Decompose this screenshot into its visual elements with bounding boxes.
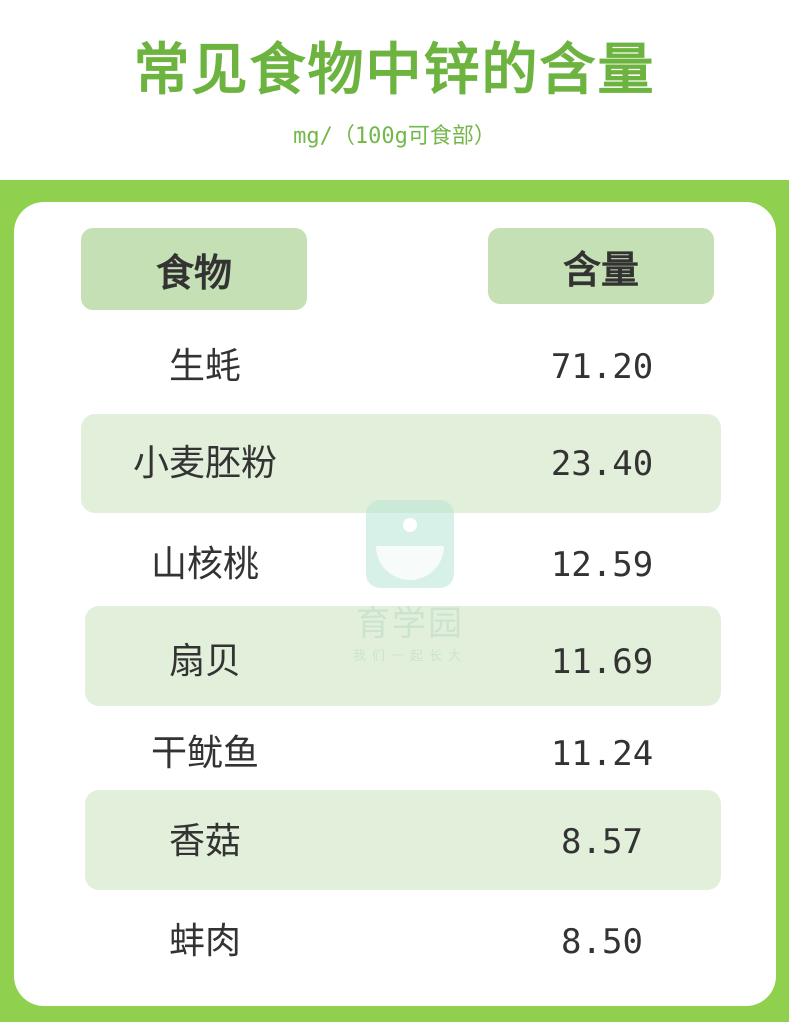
- table-row-food: 扇贝: [168, 641, 241, 682]
- logo-icon: [366, 500, 454, 588]
- row-stripe: [85, 606, 721, 706]
- table-row-food: 香菇: [168, 821, 241, 862]
- table-row-value: 23.40: [550, 444, 654, 484]
- page-title: 常见食物中锌的含量: [133, 38, 656, 103]
- row-stripe: [81, 414, 721, 513]
- table-row-food: 干鱿鱼: [150, 733, 259, 774]
- table-row-food: 小麦胚粉: [132, 443, 277, 484]
- row-stripe: [85, 790, 721, 890]
- table-row-food: 蚌肉: [168, 921, 241, 962]
- table-row-value: 11.69: [550, 642, 654, 682]
- table-row-value: 11.24: [550, 734, 654, 774]
- header-food: 食物: [81, 228, 307, 310]
- header-content: 含量: [488, 228, 714, 304]
- table-row-value: 71.20: [550, 347, 654, 387]
- table-row-value: 8.57: [561, 822, 643, 862]
- table-row-food: 山核桃: [150, 544, 259, 585]
- unit-subtitle: mg/（100g可食部）: [293, 124, 496, 149]
- table-row-value: 12.59: [550, 545, 654, 585]
- watermark-name: 育学园: [356, 604, 464, 644]
- table-row-food: 生蚝: [168, 346, 241, 387]
- watermark-logo: 育学园 我们一起长大: [340, 500, 480, 664]
- watermark-slogan: 我们一起长大: [352, 649, 467, 664]
- table-row-value: 8.50: [561, 922, 643, 962]
